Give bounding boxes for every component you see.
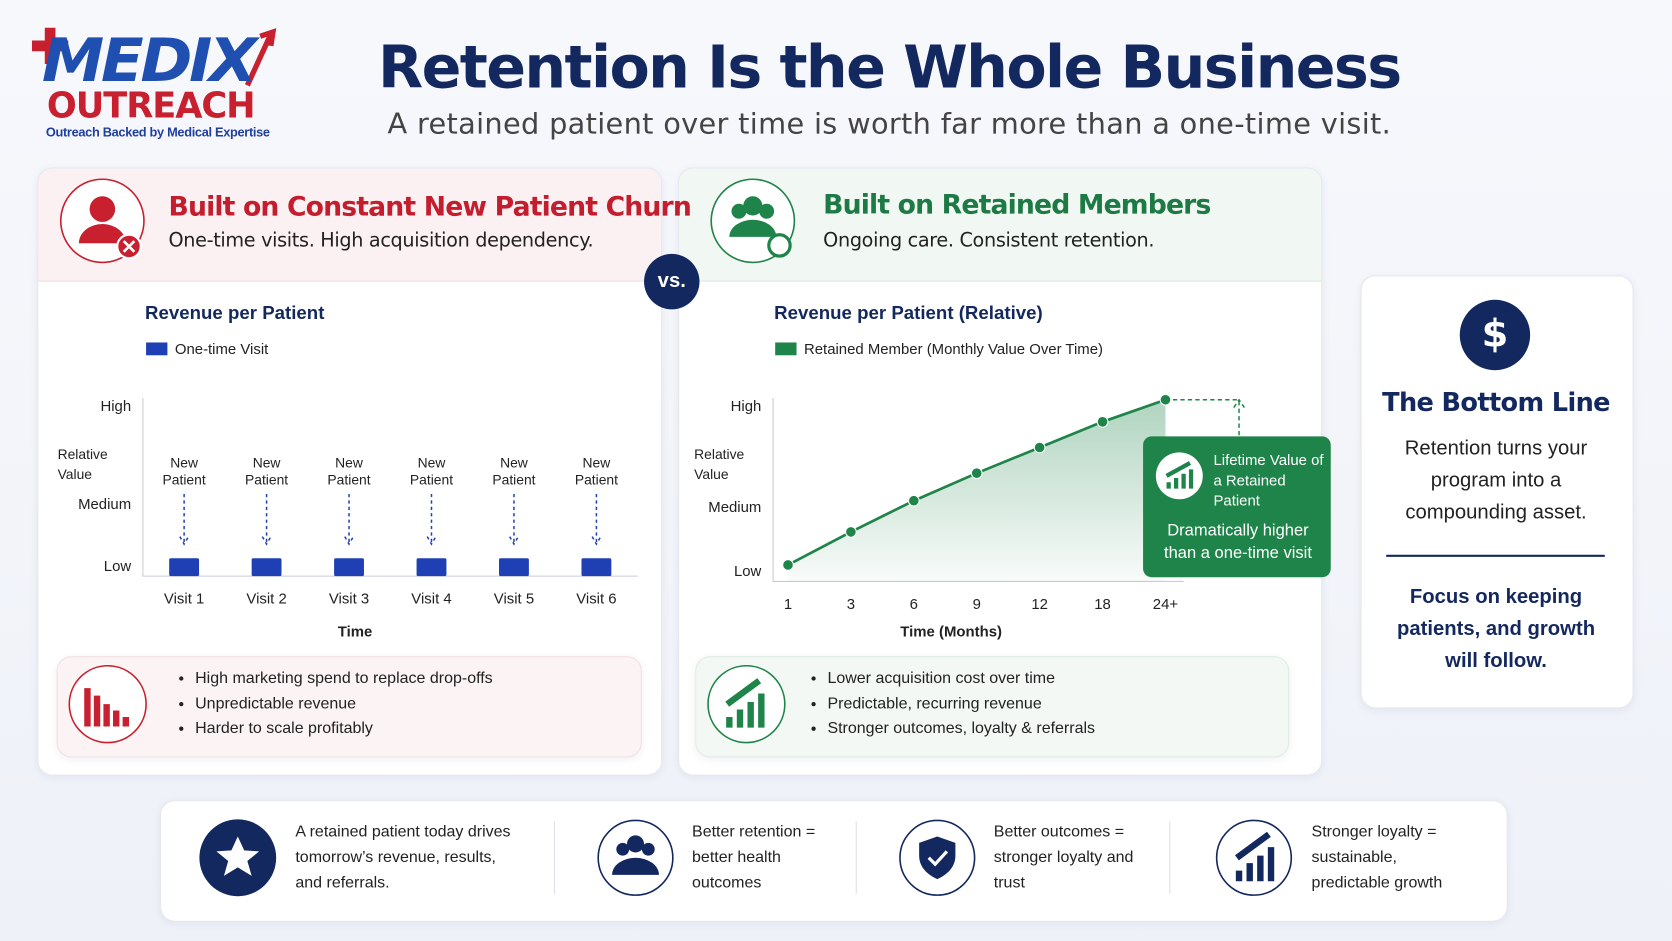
logo-top: MEDIX: [41, 26, 258, 97]
x-tick-label: 3: [847, 596, 855, 613]
arrow: [591, 493, 602, 546]
bullet: High marketing spend to replace drop-off…: [195, 666, 493, 691]
subtitle: A retained patient over time is worth fa…: [387, 107, 1392, 141]
x-tick-label: Visit 4: [411, 591, 451, 608]
callout-icon-bars: [1165, 461, 1194, 489]
title: Retention Is the Whole Business: [378, 33, 1402, 102]
callout-text: Dramatically higher than a one-time visi…: [1164, 521, 1312, 563]
y-axis-label: Relative Value: [694, 445, 745, 483]
callout-arrow: [1165, 398, 1245, 436]
legend-label: Retained Member (Monthly Value Over Time…: [804, 341, 1103, 358]
y-tick-label: High: [100, 398, 131, 415]
bar-label: New Patient: [574, 454, 618, 488]
y-tick-label: Low: [734, 563, 762, 580]
arrow: [261, 493, 272, 546]
x-tick-label: 6: [910, 596, 918, 613]
vs-badge: [644, 253, 700, 310]
footer-text: A retained patient today drives tomorrow…: [295, 822, 511, 892]
bullet: Stronger outcomes, loyalty & referrals: [827, 716, 1095, 741]
y-axis-label: Relative Value: [57, 445, 108, 483]
left-title: Built on Constant New Patient Churn: [168, 190, 691, 222]
left-bullets-box: [56, 656, 642, 758]
growth-icon: [707, 664, 786, 744]
bullet: Lower acquisition cost over time: [827, 666, 1095, 691]
bar-label: New Patient: [162, 454, 206, 488]
arrow: [509, 493, 519, 546]
x-tick-label: 18: [1094, 596, 1111, 613]
bullet-list: High marketing spend to replace drop-off…: [176, 666, 493, 741]
bullet: Unpredictable revenue: [195, 691, 493, 716]
bar: [581, 558, 612, 577]
x-tick-label: 9: [973, 596, 981, 613]
bar-label: New Patient: [492, 454, 536, 488]
point: [1033, 441, 1046, 454]
x-tick-label: Visit 6: [576, 591, 616, 608]
point: [970, 467, 983, 480]
bar: [334, 558, 364, 577]
dollar-sign: $: [1481, 312, 1509, 357]
footer-dividers: [553, 821, 1171, 895]
y-tick-label: Medium: [708, 499, 761, 516]
bar-label: New Patient: [327, 454, 371, 488]
logo-bottom: OUTREACH: [46, 84, 256, 126]
bar: [416, 558, 447, 577]
axis: [142, 397, 638, 577]
bottom-line-text: Retention turns your program into a comp…: [1404, 437, 1588, 524]
bullet: Harder to scale profitably: [195, 716, 493, 741]
x-axis-label: Time: [338, 624, 373, 641]
x-tick-label: 24+: [1153, 596, 1178, 613]
y-tick-label: High: [731, 398, 762, 415]
chart-title: Revenue per Patient: [145, 301, 325, 324]
dollar-icon: [1459, 299, 1531, 371]
callout-title: Lifetime Value of a Retained Patient: [1213, 451, 1324, 509]
bar: [169, 558, 200, 577]
x-axis-label: Time (Months): [900, 624, 1002, 641]
arrow: [344, 493, 354, 546]
left-subtitle: One-time visits. High acquisition depend…: [168, 229, 594, 252]
logo-arrow: [244, 28, 277, 87]
x-tick-label: Visit 3: [329, 591, 369, 608]
chart-title: Revenue per Patient (Relative): [774, 301, 1043, 324]
growth-chart-icon: [1215, 819, 1293, 896]
x-tick-label: 1: [784, 596, 792, 613]
footer-text: Better outcomes = stronger loyalty and t…: [993, 822, 1134, 892]
bottom-line-title: The Bottom Line: [1382, 387, 1610, 418]
right-subtitle: Ongoing care. Consistent retention.: [823, 229, 1155, 252]
y-tick-label: Low: [104, 558, 132, 575]
legend-swatch: [146, 342, 168, 356]
bullet: Predictable, recurring revenue: [827, 691, 1095, 716]
legend-swatch: [775, 342, 797, 356]
bar-label: New Patient: [244, 454, 289, 488]
bottom-line-emphasis: Focus on keeping patients, and growth wi…: [1396, 585, 1596, 673]
right-bullets-box: [695, 656, 1290, 758]
bullet-list: Lower acquisition cost over timePredicta…: [808, 666, 1095, 741]
bar: [499, 558, 529, 577]
x-tick-label: Visit 1: [164, 591, 204, 608]
x-tick-label: Visit 5: [494, 591, 534, 608]
point: [845, 526, 857, 538]
point: [1096, 415, 1109, 428]
logo-cross: [31, 27, 69, 65]
bar-label: New Patient: [409, 454, 454, 488]
x-tick-label: Visit 2: [246, 591, 286, 608]
arrow: [426, 493, 437, 546]
logo-tagline: Outreach Backed by Medical Expertise: [45, 124, 270, 140]
vs-label: vs.: [657, 269, 686, 293]
legend-label: One-time Visit: [175, 341, 269, 358]
footer-text: Stronger loyalty = sustainable, predicta…: [1311, 822, 1443, 892]
point: [907, 494, 920, 507]
footer-text: Better retention = better health outcome…: [692, 822, 816, 892]
area: [787, 399, 1166, 582]
bar: [251, 558, 282, 577]
callout-icon: [1155, 452, 1203, 500]
y-tick-label: Medium: [78, 496, 131, 513]
arrow: [179, 493, 190, 546]
right-title: Built on Retained Members: [823, 188, 1211, 220]
point: [782, 559, 794, 571]
x-tick-label: 12: [1031, 596, 1048, 613]
